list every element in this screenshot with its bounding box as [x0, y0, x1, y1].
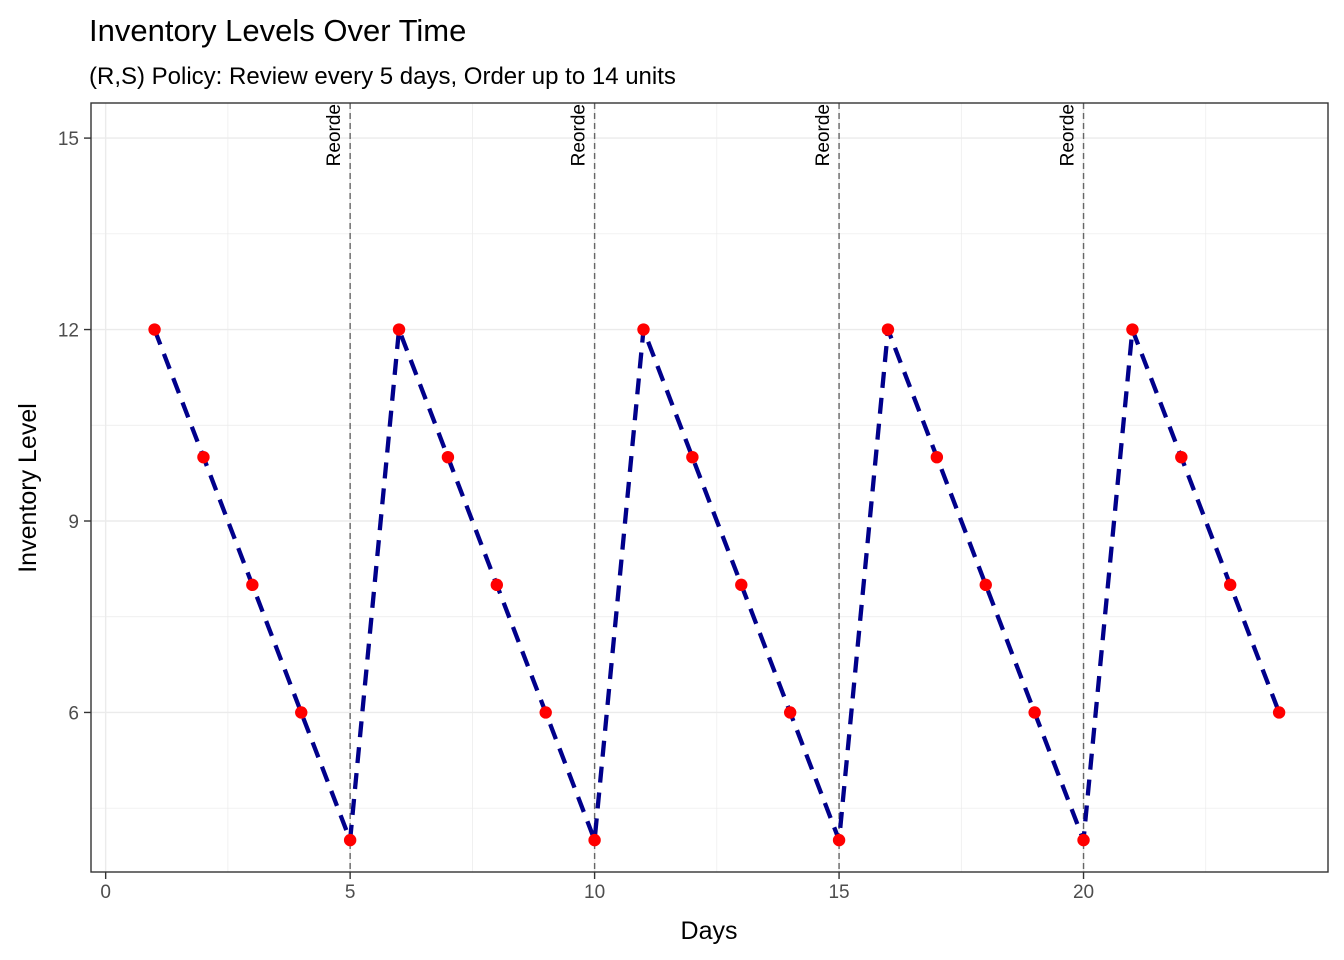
data-point: [490, 578, 504, 592]
reorder-label: Reorde: [813, 104, 834, 166]
data-point: [1175, 450, 1188, 464]
x-axis-title: Days: [681, 917, 738, 945]
data-point: [441, 450, 455, 464]
data-point: [735, 578, 748, 592]
reorder-label: Reorde: [324, 104, 345, 166]
x-tick-label: 15: [828, 882, 849, 903]
reorder-label: Reorde: [1058, 104, 1079, 166]
inventory-points: [148, 323, 1286, 847]
data-point: [979, 578, 992, 592]
x-tick-label: 10: [584, 882, 605, 903]
data-point: [1028, 706, 1041, 719]
data-point: [246, 578, 259, 592]
data-point: [588, 833, 601, 847]
data-point: [148, 323, 161, 336]
data-point: [1224, 578, 1237, 592]
y-axis-title: Inventory Level: [14, 403, 42, 573]
series-line: [152, 327, 1282, 843]
y-tick-label: 12: [58, 321, 79, 342]
x-axis: 0 5 10 15 20: [100, 872, 1094, 903]
data-point: [1077, 833, 1090, 847]
data-point: [881, 323, 895, 336]
panel-border: [90, 102, 1329, 873]
y-tick-label: 9: [68, 512, 79, 533]
y-axis: 6 9 12 15: [58, 129, 91, 724]
x-tick-label: 5: [345, 882, 356, 903]
data-point: [832, 833, 846, 847]
minor-gridlines: [91, 103, 1328, 872]
chart-title: Inventory Levels Over Time: [89, 13, 466, 48]
x-tick-label: 0: [100, 882, 111, 903]
data-point: [1272, 706, 1286, 719]
reorder-labels: Reorde Reorde Reorde Reorde: [324, 104, 1078, 166]
inventory-series: [152, 327, 1282, 843]
chart-subtitle: (R,S) Policy: Review every 5 days, Order…: [89, 63, 676, 90]
reorder-label: Reorde: [569, 104, 590, 166]
data-point: [295, 706, 308, 719]
x-tick-label: 20: [1073, 882, 1094, 903]
data-point: [930, 450, 944, 464]
data-point: [343, 833, 357, 847]
y-tick-label: 15: [58, 129, 79, 150]
data-point: [637, 323, 650, 336]
data-point: [783, 706, 797, 719]
data-point: [539, 706, 552, 719]
data-point: [197, 450, 210, 464]
data-point: [392, 323, 406, 336]
data-point: [686, 450, 699, 464]
y-tick-label: 6: [68, 703, 79, 724]
reorder-lines: [349, 103, 1085, 872]
data-point: [1126, 323, 1139, 336]
